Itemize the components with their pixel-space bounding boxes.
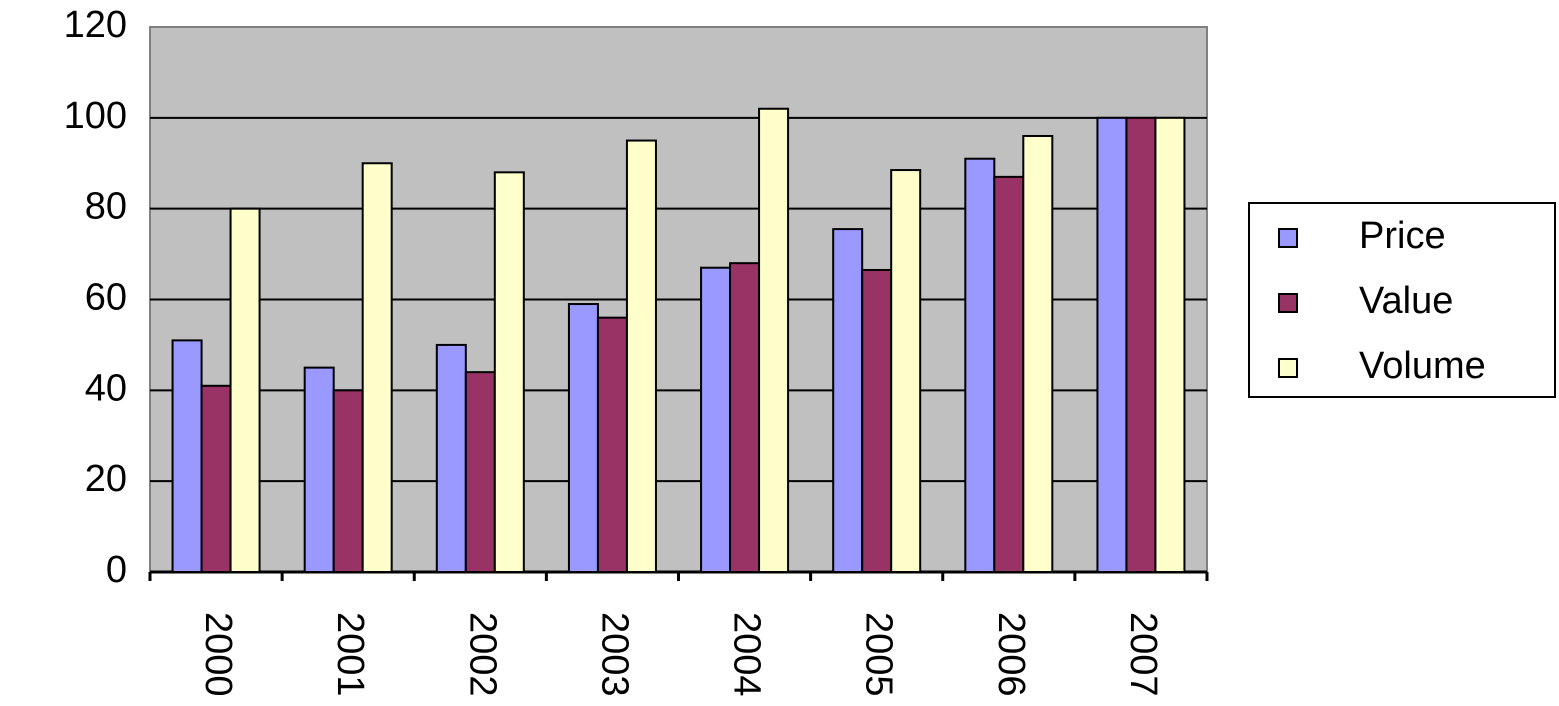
y-tick-label: 100 <box>64 95 127 137</box>
bar <box>1096 116 1128 573</box>
legend-label: Price <box>1359 215 1446 257</box>
legend-swatch <box>1278 358 1298 378</box>
bar <box>200 384 232 573</box>
y-tick-label: 120 <box>64 4 127 46</box>
x-tick-label: 2005 <box>858 612 900 697</box>
bar <box>171 339 203 573</box>
bar <box>832 228 864 574</box>
bar <box>625 139 657 574</box>
bar <box>567 303 599 573</box>
x-tick-label: 2006 <box>990 612 1032 697</box>
bar <box>435 343 467 573</box>
y-tick-label: 80 <box>85 186 127 228</box>
bar <box>1125 116 1157 573</box>
bar <box>361 162 393 573</box>
bar <box>332 389 364 574</box>
y-tick-label: 60 <box>85 277 127 319</box>
x-tick-label: 2001 <box>329 612 371 697</box>
bar <box>596 316 628 573</box>
y-tick-label: 0 <box>106 549 127 591</box>
y-tick-label: 20 <box>85 458 127 500</box>
bar <box>964 157 996 573</box>
bar <box>729 262 761 573</box>
bar <box>700 266 732 573</box>
legend-swatch <box>1278 228 1298 248</box>
bar <box>758 107 790 573</box>
legend <box>1248 202 1556 398</box>
bar <box>993 175 1025 573</box>
bar <box>303 366 335 573</box>
legend-label: Value <box>1359 280 1453 322</box>
bar <box>493 171 525 573</box>
bar <box>1022 135 1054 573</box>
bar <box>229 207 261 574</box>
x-tick-label: 2002 <box>461 612 503 697</box>
x-tick-label: 2000 <box>197 612 239 697</box>
x-tick-label: 2004 <box>726 612 768 697</box>
legend-label: Volume <box>1359 345 1486 387</box>
bar <box>1154 116 1186 573</box>
x-tick-label: 2003 <box>593 612 635 697</box>
y-tick-label: 40 <box>85 367 127 409</box>
legend-swatch <box>1278 293 1298 313</box>
x-tick-label: 2007 <box>1122 612 1164 697</box>
bar <box>890 169 922 573</box>
bar <box>861 268 893 573</box>
bar <box>464 371 496 573</box>
